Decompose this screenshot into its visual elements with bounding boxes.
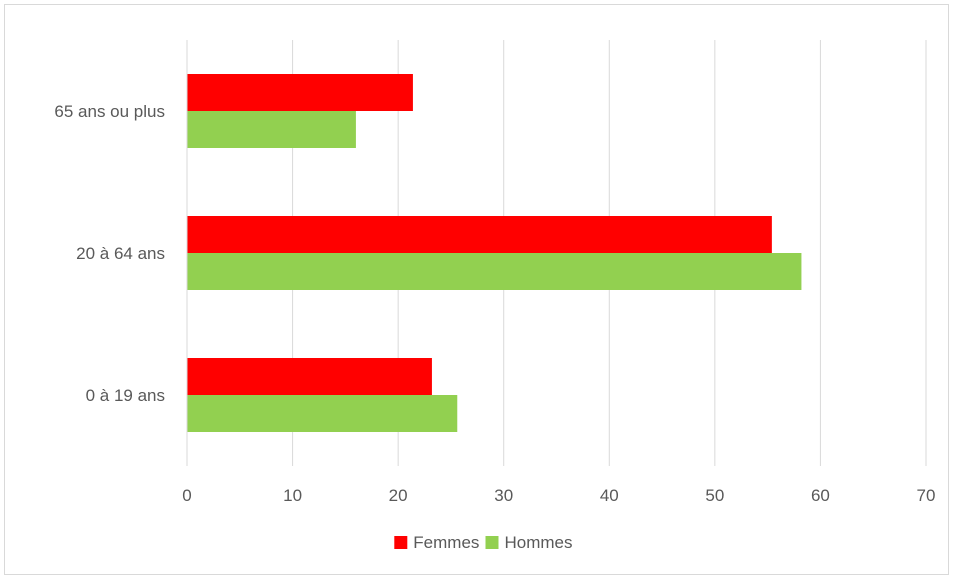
x-tick-label: 10	[283, 486, 302, 505]
x-tick-label: 20	[389, 486, 408, 505]
bar-femmes-2	[187, 74, 413, 111]
y-category-label: 65 ans ou plus	[54, 102, 165, 121]
bar-hommes-0	[187, 395, 458, 432]
bars	[187, 74, 802, 432]
x-tick-label: 0	[182, 486, 191, 505]
x-tick-label: 70	[917, 486, 936, 505]
legend-swatch-hommes	[485, 536, 499, 549]
axes: 0 10 20 30 40 50 60 70 0 à 19 ans 20 à 64 ans 65 a…	[54, 40, 935, 505]
bar-femmes-0	[187, 358, 432, 395]
x-tick-label: 50	[705, 486, 724, 505]
bar-femmes-1	[187, 216, 772, 253]
legend-label-hommes: Hommes	[505, 533, 573, 552]
y-category-label: 20 à 64 ans	[76, 244, 165, 263]
legend-swatch-femmes	[394, 536, 408, 549]
x-tick-label: 40	[600, 486, 619, 505]
x-tick-label: 30	[494, 486, 513, 505]
legend-label-femmes: Femmes	[413, 533, 479, 552]
bar-hommes-1	[187, 253, 802, 290]
x-tick-label: 60	[811, 486, 830, 505]
legend: Femmes Hommes	[394, 533, 573, 552]
y-category-label: 0 à 19 ans	[86, 386, 165, 405]
bar-hommes-2	[187, 111, 356, 148]
